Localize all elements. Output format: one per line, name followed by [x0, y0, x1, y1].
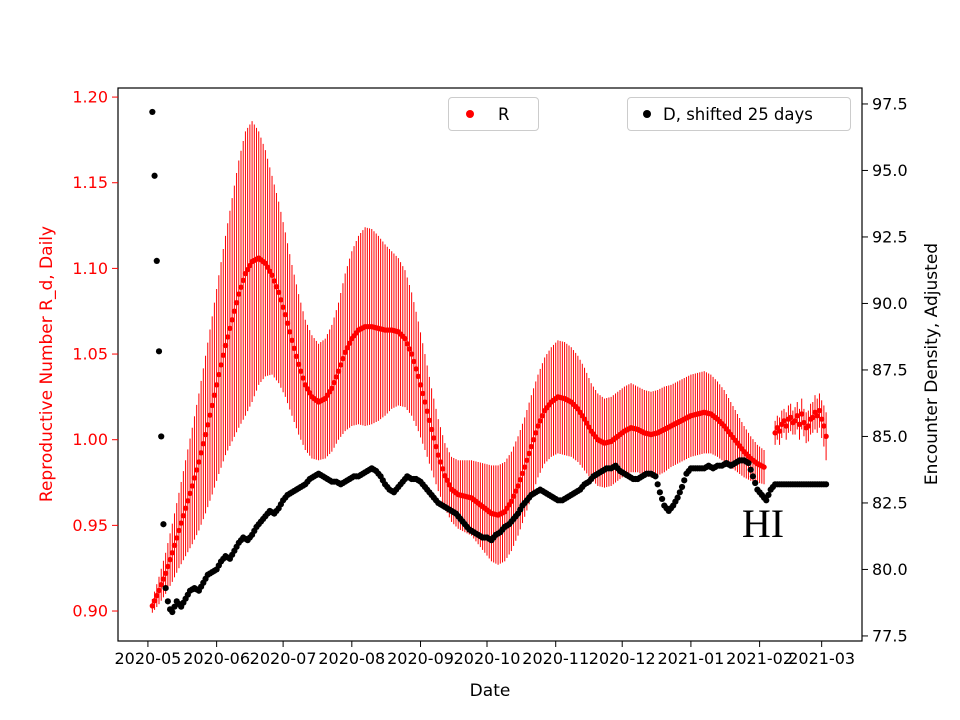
- svg-text:1.05: 1.05: [72, 345, 108, 364]
- svg-text:2020-05: 2020-05: [114, 649, 181, 668]
- svg-text:1.10: 1.10: [72, 259, 108, 278]
- svg-text:97.5: 97.5: [872, 94, 908, 113]
- svg-text:2021-02: 2021-02: [726, 649, 793, 668]
- svg-text:82.5: 82.5: [872, 493, 908, 512]
- svg-text:2020-10: 2020-10: [454, 649, 521, 668]
- svg-text:92.5: 92.5: [872, 227, 908, 246]
- svg-text:77.5: 77.5: [872, 626, 908, 645]
- svg-text:85.0: 85.0: [872, 427, 908, 446]
- svg-text:1.15: 1.15: [72, 173, 108, 192]
- annotation-HI: HI: [741, 500, 785, 546]
- svg-text:95.0: 95.0: [872, 161, 908, 180]
- svg-text:1.00: 1.00: [72, 430, 108, 449]
- legend-d-label: D, shifted 25 days: [663, 104, 813, 124]
- svg-text:2020-12: 2020-12: [589, 649, 656, 668]
- legend-r-label: R: [498, 104, 510, 124]
- svg-text:87.5: 87.5: [872, 360, 908, 379]
- svg-text:2020-07: 2020-07: [250, 649, 317, 668]
- right-axis-label: Encounter Density, Adjusted: [922, 242, 942, 486]
- svg-text:2020-09: 2020-09: [387, 649, 454, 668]
- r-series-marker-icon: [466, 110, 474, 118]
- svg-text:0.95: 0.95: [72, 516, 108, 535]
- d-series-marker-icon: [643, 110, 651, 118]
- svg-text:1.20: 1.20: [72, 88, 108, 107]
- legend-r: R: [448, 97, 539, 131]
- svg-text:2020-08: 2020-08: [318, 649, 385, 668]
- svg-text:2020-06: 2020-06: [183, 649, 250, 668]
- svg-text:90.0: 90.0: [872, 294, 908, 313]
- x-axis-label: Date: [469, 681, 511, 701]
- svg-text:2021-03: 2021-03: [788, 649, 855, 668]
- left-axis-label: Reproductive Number R_d, Daily: [37, 225, 57, 503]
- svg-text:2020-11: 2020-11: [522, 649, 589, 668]
- svg-text:0.90: 0.90: [72, 602, 108, 621]
- svg-text:80.0: 80.0: [872, 560, 908, 579]
- svg-text:2021-01: 2021-01: [657, 649, 724, 668]
- legend-d: D, shifted 25 days: [627, 97, 851, 131]
